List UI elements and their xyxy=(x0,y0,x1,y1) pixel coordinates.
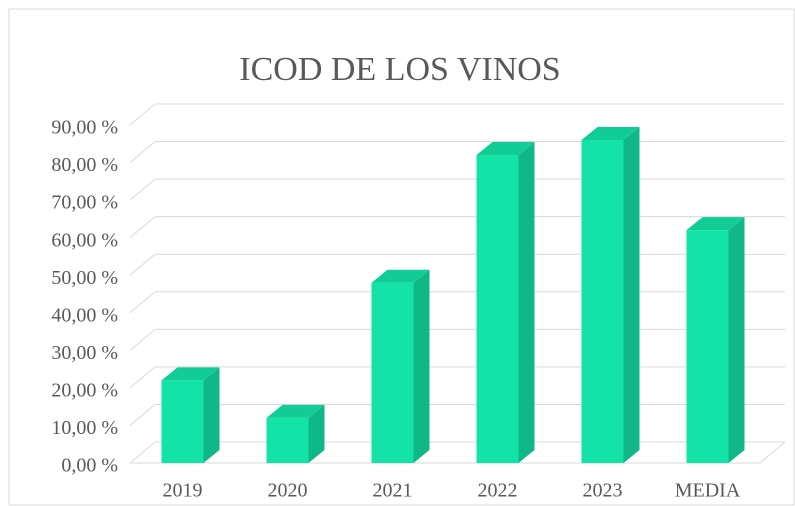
y-tick-label: 20,00 % xyxy=(51,379,118,401)
y-tick-label: 30,00 % xyxy=(51,342,118,364)
grid-line-side xyxy=(129,441,156,464)
y-tick-label: 80,00 % xyxy=(51,154,118,176)
bar-top xyxy=(161,367,220,381)
x-tick-label: 2023 xyxy=(583,480,623,502)
floor-right xyxy=(759,441,786,464)
x-tick-label: 2022 xyxy=(478,480,518,502)
y-tick-label: 50,00 % xyxy=(51,267,118,289)
bar-side xyxy=(308,404,325,463)
grid-line-side xyxy=(129,178,156,201)
y-tick-label: 60,00 % xyxy=(51,229,118,251)
grid-line-side xyxy=(129,216,156,239)
chart-title: ICOD DE LOS VINOS xyxy=(239,51,560,88)
bar xyxy=(266,417,309,463)
y-tick-label: 40,00 % xyxy=(51,304,118,326)
bar-side xyxy=(413,269,430,463)
grid-line-side xyxy=(129,366,156,389)
bar xyxy=(476,155,519,464)
grid-line-side xyxy=(129,291,156,314)
bar xyxy=(371,282,414,463)
bar-side xyxy=(623,127,640,464)
bar-top xyxy=(266,404,325,418)
x-tick-label: MEDIA xyxy=(675,480,741,502)
bar xyxy=(581,140,624,463)
bar-top xyxy=(476,142,535,156)
bar-top xyxy=(371,269,430,283)
y-tick-label: 0,00 % xyxy=(61,455,118,477)
y-tick-label: 70,00 % xyxy=(51,192,118,214)
bar-side xyxy=(728,217,745,463)
grid-line-side xyxy=(129,103,156,126)
grid-line-side xyxy=(129,404,156,426)
grid-line-side xyxy=(129,253,156,276)
y-tick-label: 10,00 % xyxy=(51,417,118,439)
bar-top xyxy=(581,127,640,141)
x-tick-label: 2020 xyxy=(268,480,308,502)
x-tick-label: 2019 xyxy=(163,480,203,502)
bar-side xyxy=(518,142,535,464)
y-tick-label: 90,00 % xyxy=(51,117,118,139)
bar xyxy=(686,230,729,463)
x-tick-label: 2021 xyxy=(373,480,413,502)
grid-line-side xyxy=(129,328,156,351)
bar-top xyxy=(686,217,745,231)
bar xyxy=(161,380,204,463)
bar-side xyxy=(203,367,220,463)
grid-line-side xyxy=(129,141,156,163)
